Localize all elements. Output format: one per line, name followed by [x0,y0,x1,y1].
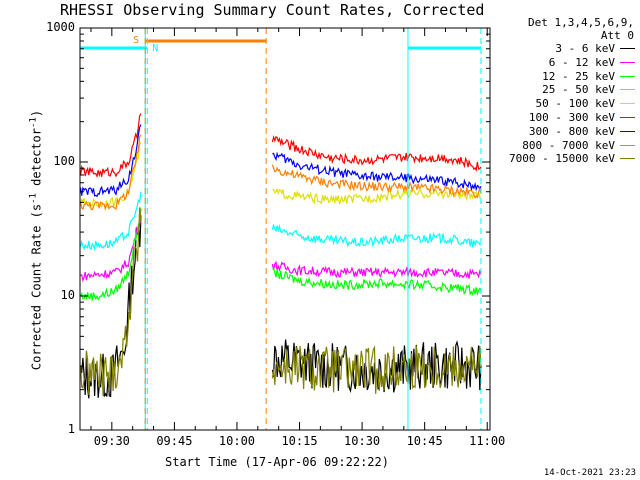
y-axis-label-sup2: -1 [28,117,39,129]
legend-label: 7000 - 15000 keV [509,152,615,166]
legend-swatch [620,61,635,63]
series-line-1-seg1 [271,260,482,279]
legend-swatch [620,130,635,132]
legend-swatch [620,89,635,91]
legend-header-detectors: Det 1,3,4,5,6,9, [528,16,634,29]
legend-swatch [620,158,635,160]
interval-bars [80,39,481,50]
series-line-8-seg1 [271,345,482,394]
series-line-8-seg0 [80,207,142,397]
ytick-label-1000: 1000 [46,20,75,34]
axis-ticks [80,28,490,431]
series-line-2-seg0 [80,208,142,301]
xtick-label-0930: 09:30 [93,434,130,448]
legend-item-5: 100 - 300 keV [505,111,635,124]
xtick-label-1030: 10:30 [344,434,381,448]
series-line-6-seg1 [272,151,482,192]
legend-item-1: 6 - 12 keV [505,56,635,69]
legend-label: 800 - 7000 keV [522,138,615,152]
ytick-label-100: 100 [53,154,75,168]
series-line-6-seg0 [80,124,142,198]
x-axis-label: Start Time (17-Apr-06 09:22:22) [165,455,389,469]
ytick-label-10: 10 [60,288,75,302]
series-line-7-seg0 [80,134,142,211]
xtick-label-1000: 10:00 [218,434,256,448]
series-lines [80,113,482,399]
legend-swatch [620,103,635,105]
series-line-0-seg0 [80,215,142,399]
legend-item-2: 12 - 25 keV [505,70,635,83]
legend-label: 100 - 300 keV [528,111,615,124]
legend-item-4: 50 - 100 keV [505,97,635,110]
legend-label: 300 - 800 keV [528,124,615,138]
legend-item-6: 300 - 800 keV [505,125,635,138]
series-line-4-seg1 [272,187,482,205]
y-axis-label-sup1: -1 [28,193,39,204]
legend-swatch [620,144,635,146]
legend-swatch [620,48,635,49]
ytick-label-1: 1 [67,422,75,436]
legend-label: 3 - 6 keV [555,42,615,55]
series-line-3-seg1 [271,223,482,248]
series-line-5-seg0 [80,113,142,179]
xtick-label-1100: 11:00 [469,434,506,448]
y-axis-label-text: Corrected Count Rate (s [29,203,44,371]
series-line-2-seg1 [272,267,482,297]
legend-item-8: 7000 - 15000 keV [505,152,635,165]
series-line-3-seg0 [80,191,142,252]
s-marker-label: S [133,35,139,46]
legend-header-attenuator: Att 0 [600,29,634,42]
legend-swatch [620,75,635,77]
chart-title: RHESSI Observing Summary Count Rates, Co… [60,1,485,19]
series-line-7-seg1 [271,164,482,199]
xtick-label-1045: 10:45 [406,434,443,448]
y-axis-label-end: ) [29,109,44,118]
legend-item-3: 25 - 50 keV [505,83,635,96]
y-axis-label-mid: detector [29,128,44,194]
series-line-1-seg0 [80,215,142,283]
series-line-5-seg1 [271,134,482,173]
footer-timestamp: 14-Oct-2021 23:23 [543,468,636,478]
legend-item-7: 800 - 7000 keV [505,139,635,152]
legend-label: 12 - 25 keV [542,69,615,83]
xtick-label-0945: 09:45 [156,434,193,448]
n-marker-label: N [152,43,158,54]
legend-swatch [620,117,635,118]
legend-label: 6 - 12 keV [548,55,615,69]
legend-label: 50 - 100 keV [535,97,615,111]
legend-item-0: 3 - 6 keV [505,42,635,55]
marker-labels: SN [133,35,158,54]
y-axis-label: Corrected Count Rate (s-1 detector-1) [29,110,44,370]
xtick-label-1015: 10:15 [281,434,318,448]
plot-frame [79,27,491,431]
legend-label: 25 - 50 keV [542,83,615,97]
